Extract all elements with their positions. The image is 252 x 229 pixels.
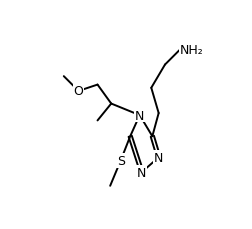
Text: S: S: [117, 154, 125, 167]
Text: N: N: [154, 151, 163, 164]
Text: O: O: [74, 85, 83, 98]
Text: NH₂: NH₂: [180, 44, 204, 57]
Text: N: N: [135, 109, 144, 122]
Text: N: N: [137, 166, 146, 179]
